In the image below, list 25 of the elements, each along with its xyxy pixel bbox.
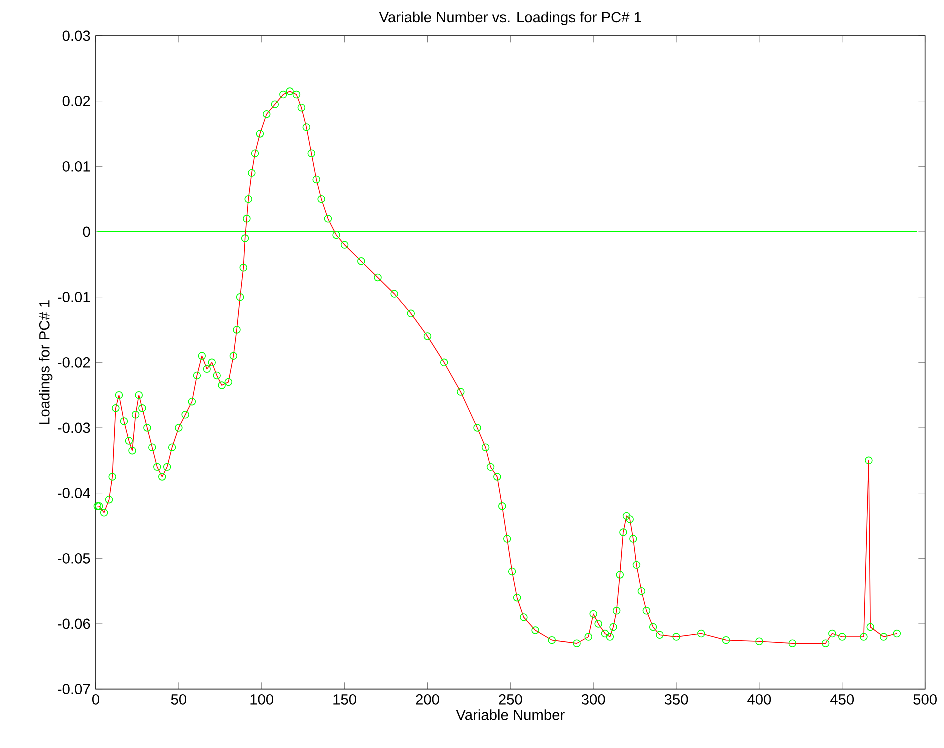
x-tick-label: 100: [250, 694, 274, 705]
x-tick-label: 250: [499, 694, 522, 705]
x-tick-label: 50: [171, 694, 187, 705]
y-axis-title: Loadings for PC# 1: [39, 300, 53, 424]
chart-title: Variable Number vs. Loadings for PC# 1: [379, 12, 642, 26]
y-tick-label: -0.02: [58, 357, 90, 368]
x-tick-label: 500: [914, 694, 937, 705]
y-tick-label: -0.05: [58, 553, 90, 564]
x-tick-label: 300: [582, 694, 606, 705]
x-tick-label: 200: [416, 694, 440, 705]
y-tick-label: -0.01: [58, 292, 90, 303]
x-axis-title: Variable Number: [456, 710, 565, 720]
y-tick-label: -0.04: [58, 488, 90, 499]
y-tick-label: -0.07: [58, 684, 90, 695]
y-tick-label: 0.02: [62, 96, 90, 107]
x-tick-label: 450: [830, 694, 854, 705]
y-tick-label: 0.01: [62, 161, 90, 172]
x-tick-label: 0: [92, 694, 100, 705]
x-tick-label: 350: [664, 694, 688, 705]
y-tick-label: 0: [83, 226, 90, 238]
y-tick-label: 0.03: [62, 30, 90, 42]
y-tick-label: -0.06: [58, 618, 90, 630]
x-tick-label: 150: [334, 694, 356, 705]
y-tick-label: -0.03: [58, 422, 90, 434]
x-tick-label: 400: [748, 694, 772, 705]
